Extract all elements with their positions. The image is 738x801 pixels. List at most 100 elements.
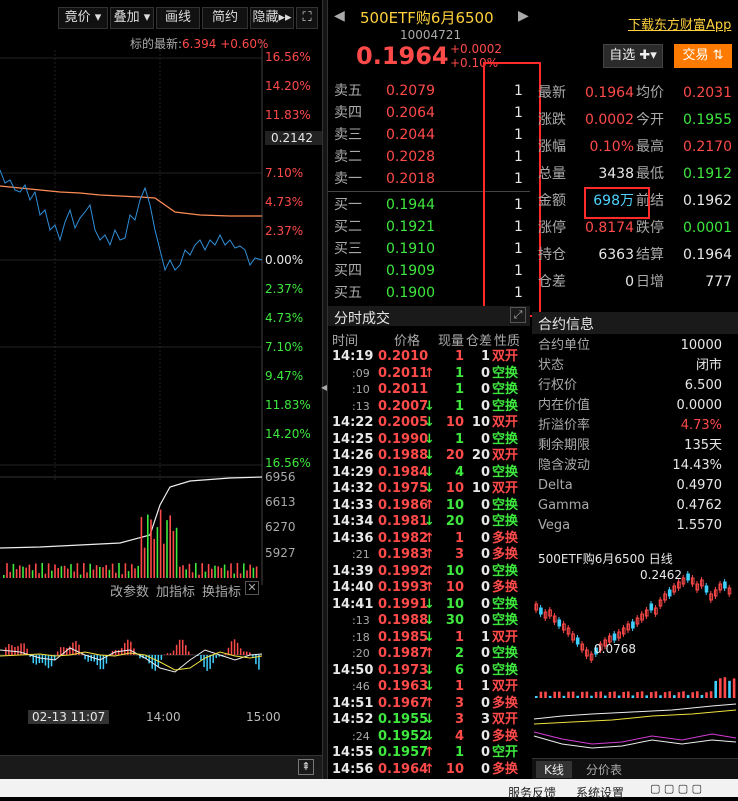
volume-bar (224, 565, 226, 578)
stat-label: 最低 (636, 161, 664, 188)
feedback-link[interactable]: 服务反馈 (508, 784, 556, 801)
volume-bar (99, 567, 101, 578)
next-arrow-icon[interactable]: ▶ (518, 8, 529, 24)
trade-price: 0.1981 (378, 514, 428, 530)
kline-volume-bar (682, 691, 685, 698)
macd-bar (240, 648, 242, 655)
macd-bar (5, 647, 7, 655)
trade-arrow: ↓ (424, 679, 435, 695)
volume-bar (256, 566, 258, 578)
trade-arrow: ↑ (424, 646, 435, 662)
macd-chart[interactable] (0, 600, 265, 710)
tab-kline[interactable]: K线 (536, 761, 572, 778)
kline-volume-bar (544, 692, 547, 698)
contract-title: 合约信息 (538, 314, 594, 334)
expand-arrow-icon[interactable]: ◂ (321, 380, 327, 394)
stat-value: 0.1964 (585, 80, 634, 107)
volume-bar (230, 563, 232, 578)
kline-tabs: K线 分价表 (532, 758, 738, 779)
kline-volume-bar (728, 681, 731, 698)
download-app-link[interactable]: 下载东方财富App (628, 14, 731, 33)
trade-arrow: ↓ (424, 613, 435, 629)
stat-value: 0.1912 (683, 161, 732, 188)
time-axis: 02-13 11:07 14:00 15:00 (0, 708, 322, 728)
volume-bar (185, 569, 187, 578)
contract-title-bar: 合约信息 (532, 312, 738, 334)
trade-button[interactable]: 交易 ⇅ (674, 44, 732, 68)
volume-bar (179, 567, 181, 578)
kline-chart[interactable] (532, 564, 738, 754)
edit-params-button[interactable]: 改参数 (110, 581, 149, 600)
macd-bar (90, 655, 92, 661)
last-price: 0.1964 (356, 42, 449, 70)
axis-label: 14.20% (265, 79, 323, 93)
trade-time: :09 (352, 366, 370, 382)
trade-volume: 4 (440, 465, 464, 481)
stat-value: 0.1962 (683, 188, 732, 215)
trade-volume: 6 (440, 663, 464, 679)
trade-oi: 0 (468, 366, 490, 382)
kline-volume-bar (567, 692, 570, 698)
volume-bar (189, 564, 191, 578)
volume-bar (19, 565, 21, 578)
trade-nature: 空换 (492, 432, 518, 448)
trade-arrow: ↑ (424, 531, 435, 547)
close-icon[interactable]: ✕ (245, 581, 259, 595)
trades-header: 时间 价格 现量 仓差 性质 (328, 330, 530, 346)
expand-icon[interactable]: ⤢ (510, 307, 526, 323)
ob-price: 0.2018 (386, 168, 435, 190)
ob-price: 0.1910 (386, 238, 435, 260)
tab-price-table[interactable]: 分价表 (586, 761, 622, 778)
prev-arrow-icon[interactable]: ◀ (334, 8, 345, 24)
trade-oi: 10 (468, 415, 490, 431)
stat-value: 0.8174 (585, 215, 634, 242)
volume-bar (64, 566, 66, 578)
candle (687, 574, 690, 580)
trade-nature: 多换 (492, 531, 518, 547)
trade-nature: 空换 (492, 514, 518, 530)
volume-bar (13, 564, 15, 578)
collapse-icon[interactable]: ⇞ (298, 759, 314, 775)
volume-bar (150, 519, 152, 578)
candle (705, 586, 708, 592)
trade-nature: 空换 (492, 399, 518, 415)
stat-value: 6363 (598, 242, 634, 269)
volume-bar (153, 539, 155, 578)
volume-bar (173, 531, 175, 578)
trade-time: 14:33 (332, 498, 373, 514)
volume-bar (112, 564, 114, 578)
trade-price: 0.1988 (378, 613, 428, 629)
stat-value: 0.2170 (683, 134, 732, 161)
add-indicator-button[interactable]: 加指标 (156, 581, 195, 600)
window-controls[interactable]: ▢ ▢ ▢ ▢ (650, 782, 702, 795)
trade-arrow: ↓ (424, 514, 435, 530)
trade-oi: 0 (468, 465, 490, 481)
macd-bar (216, 655, 218, 658)
trade-volume: 10 (440, 597, 464, 613)
macd-bar (75, 641, 77, 655)
macd-bar (57, 652, 59, 655)
trade-price: 0.1957 (378, 745, 428, 761)
macd-bar (225, 654, 227, 655)
trade-oi: 1 (468, 630, 490, 646)
contract-label: 行权价 (538, 376, 577, 396)
switch-indicator-button[interactable]: 换指标 (202, 581, 241, 600)
status-bar: 服务反馈 系统设置 ▢ ▢ ▢ ▢ (0, 779, 738, 797)
watchlist-button[interactable]: 自选 ✚▾ (603, 44, 663, 68)
axis-label: 11.83% (265, 108, 323, 122)
trade-volume: 2 (440, 646, 464, 662)
trades-title: 分时成交 (334, 308, 390, 328)
kline-volume-bar (632, 695, 635, 698)
trade-volume: 10 (440, 481, 464, 497)
volume-bar (93, 570, 95, 578)
settings-link[interactable]: 系统设置 (576, 784, 624, 801)
trade-volume: 3 (440, 696, 464, 712)
volume-bar (51, 571, 53, 578)
